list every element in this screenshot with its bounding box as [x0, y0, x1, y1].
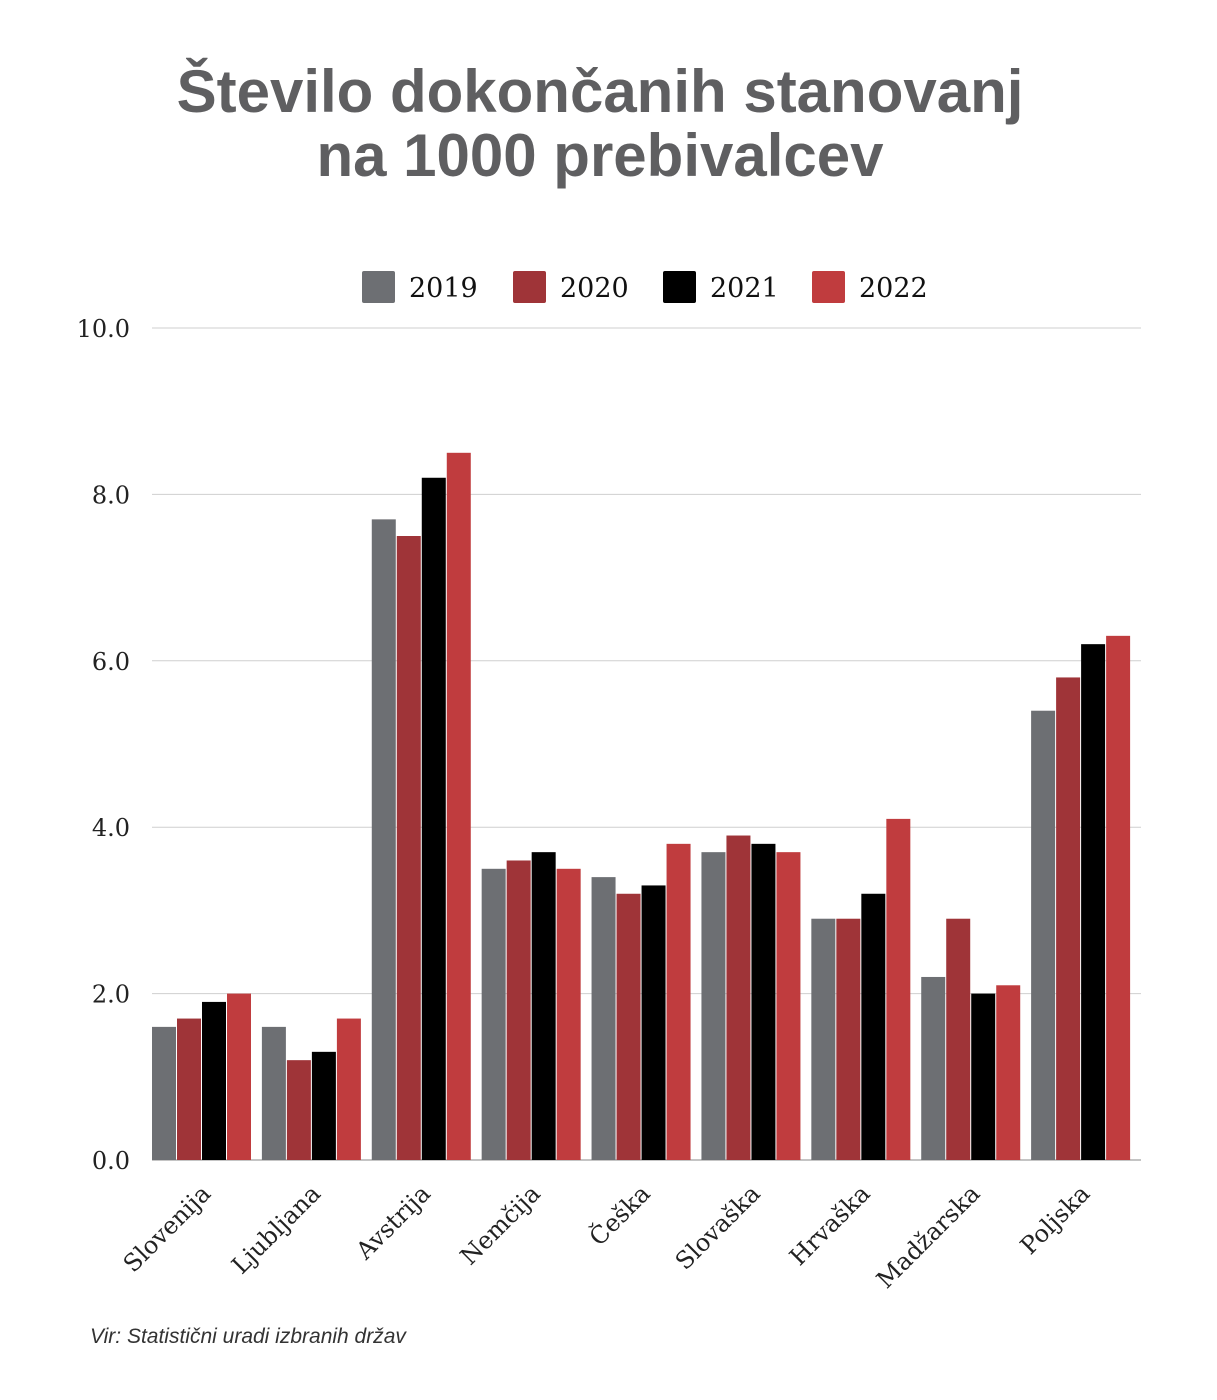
x-tick-label: Ljubljana: [226, 1179, 326, 1279]
legend-label-2021: 2021: [710, 273, 779, 304]
bar-2022-Avstrija: [446, 452, 471, 1160]
y-tick-label: 10.0: [77, 315, 130, 343]
bar-2022-Češka: [666, 843, 691, 1160]
x-tick-label: Madžarska: [871, 1179, 985, 1293]
bar-2019-Avstrija: [371, 519, 396, 1160]
bar-2021-Češka: [641, 885, 666, 1160]
bar-2021-Slovaška: [751, 843, 776, 1160]
legend-swatch-2022: [812, 271, 845, 303]
bar-2021-Avstrija: [421, 477, 446, 1160]
bar-2019-Ljubljana: [261, 1026, 286, 1160]
bar-2022-Ljubljana: [336, 1018, 361, 1160]
y-tick-label: 0.0: [92, 1147, 130, 1175]
bar-2019-Češka: [591, 877, 616, 1160]
legend-swatch-2021: [663, 271, 696, 303]
bar-2021-Ljubljana: [311, 1051, 336, 1160]
bar-2019-Hrvaška: [811, 918, 836, 1160]
x-tick-label: Nemčija: [455, 1179, 546, 1270]
bar-2020-Nemčija: [506, 860, 531, 1160]
bar-2021-Poljska: [1081, 644, 1106, 1160]
bar-2020-Hrvaška: [836, 918, 861, 1160]
bar-2021-Hrvaška: [861, 893, 886, 1160]
bar-2022-Poljska: [1106, 635, 1131, 1160]
bar-2020-Ljubljana: [286, 1060, 311, 1160]
x-tick-label: Avstrija: [350, 1179, 436, 1265]
x-tick-label: Poljska: [1015, 1179, 1096, 1260]
bar-2019-Nemčija: [481, 868, 506, 1160]
chart-title: Število dokončanih stanovanj: [176, 58, 1024, 125]
bar-2022-Madžarska: [996, 985, 1021, 1160]
bar-2022-Nemčija: [556, 868, 581, 1160]
y-tick-label: 2.0: [92, 981, 130, 1009]
x-tick-label: Hrvaška: [784, 1179, 876, 1271]
y-tick-label: 4.0: [92, 814, 130, 842]
bar-2020-Poljska: [1056, 677, 1081, 1160]
bar-2019-Slovenija: [152, 1026, 176, 1160]
chart-title-line2: na 1000 prebivalcev: [316, 122, 884, 189]
bar-2020-Slovenija: [177, 1018, 201, 1160]
bar-2022-Slovaška: [776, 852, 801, 1160]
legend-label-2022: 2022: [859, 273, 928, 304]
x-tick-label: Češka: [583, 1179, 656, 1252]
bar-2019-Slovaška: [701, 852, 726, 1160]
bar-2019-Madžarska: [921, 976, 946, 1160]
x-tick-label: Slovaška: [670, 1179, 766, 1275]
bar-2021-Madžarska: [971, 993, 996, 1160]
legend-label-2019: 2019: [409, 273, 478, 304]
bar-2022-Slovenija: [227, 993, 251, 1160]
bar-2020-Avstrija: [396, 536, 421, 1160]
legend-swatch-2020: [513, 271, 546, 303]
bar-2021-Nemčija: [531, 852, 556, 1160]
bar-2022-Hrvaška: [886, 818, 911, 1160]
bar-2021-Slovenija: [202, 1001, 226, 1160]
source-note: Vir: Statistični uradi izbranih držav: [90, 1325, 406, 1348]
y-tick-label: 8.0: [92, 481, 130, 509]
legend-label-2020: 2020: [560, 273, 629, 304]
x-tick-label: Slovenija: [118, 1179, 216, 1277]
bar-2020-Madžarska: [946, 918, 971, 1160]
bar-2020-Češka: [616, 893, 641, 1160]
bar-2020-Slovaška: [726, 835, 751, 1160]
y-tick-label: 6.0: [92, 648, 130, 676]
bar-2019-Poljska: [1031, 710, 1056, 1160]
legend-swatch-2019: [362, 271, 395, 303]
